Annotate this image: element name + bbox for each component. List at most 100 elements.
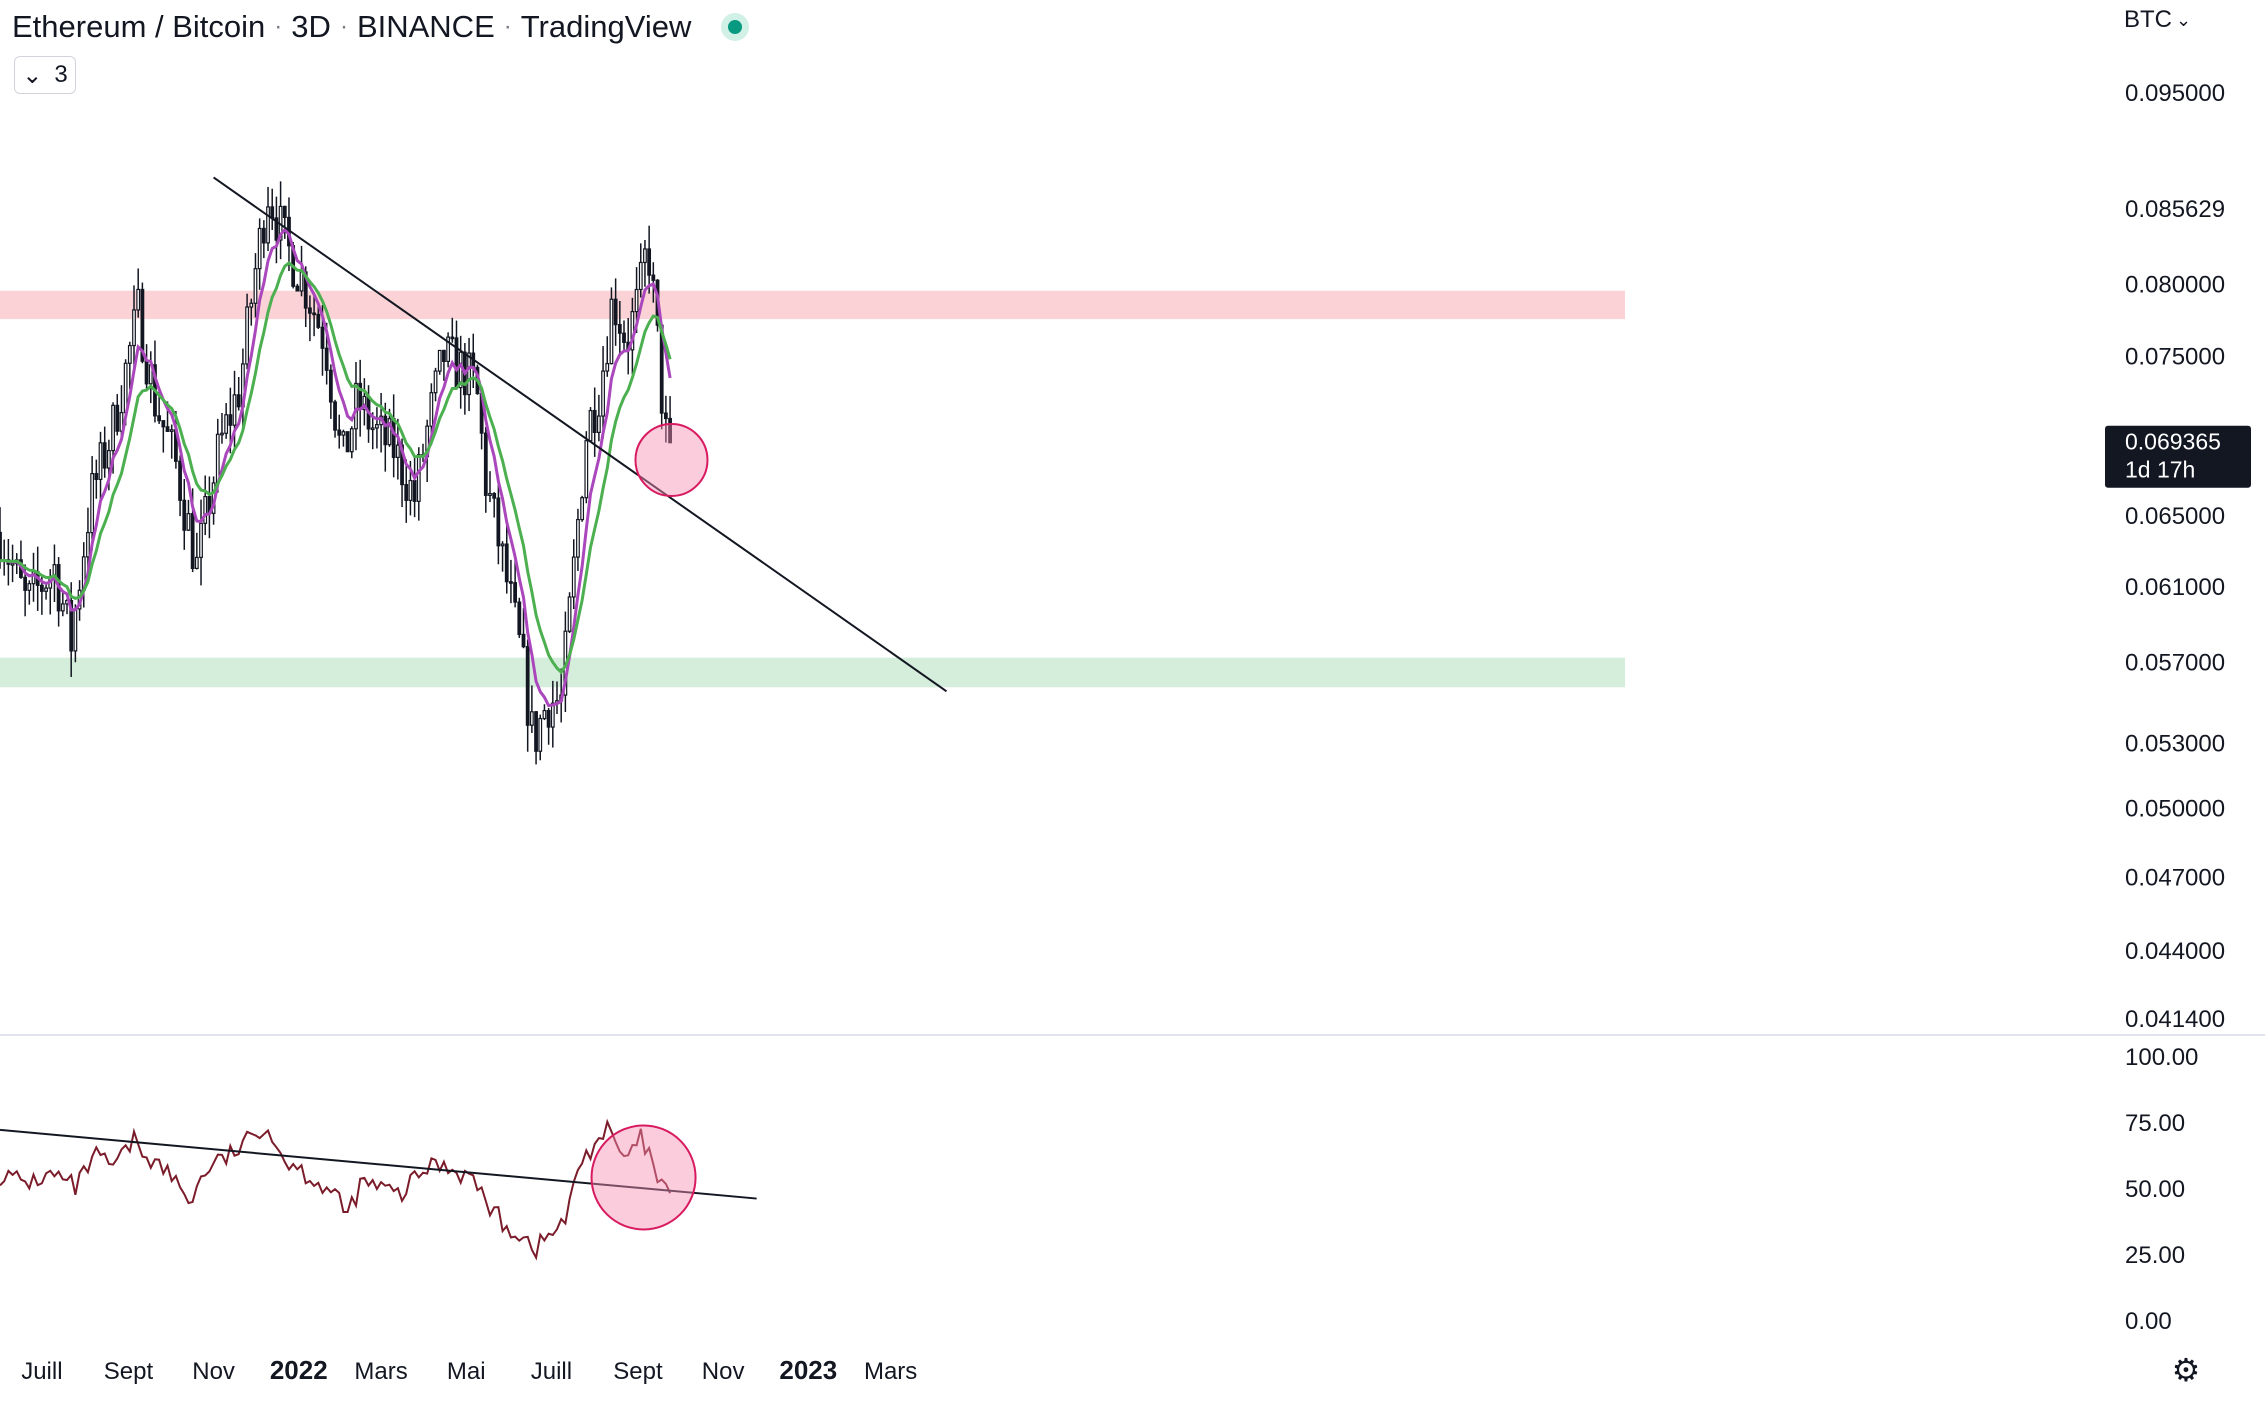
rsi-pane[interactable] bbox=[0, 1118, 757, 1261]
candle[interactable] bbox=[362, 378, 367, 426]
candle[interactable] bbox=[199, 499, 203, 586]
candle[interactable] bbox=[404, 459, 409, 523]
candle[interactable] bbox=[525, 639, 530, 752]
candle[interactable] bbox=[571, 539, 576, 610]
candle[interactable] bbox=[663, 395, 668, 443]
candle[interactable] bbox=[115, 394, 120, 436]
candle[interactable] bbox=[136, 268, 141, 318]
candle[interactable] bbox=[668, 396, 672, 444]
candle[interactable] bbox=[576, 508, 580, 571]
candle[interactable] bbox=[647, 225, 652, 294]
candle[interactable] bbox=[454, 320, 459, 389]
candle[interactable] bbox=[224, 403, 229, 439]
candle[interactable] bbox=[550, 680, 555, 748]
candle[interactable] bbox=[416, 447, 421, 521]
candle[interactable] bbox=[450, 317, 455, 343]
candle[interactable] bbox=[483, 426, 488, 513]
candle[interactable] bbox=[60, 592, 65, 617]
candle[interactable] bbox=[446, 332, 451, 368]
candle[interactable] bbox=[588, 407, 593, 443]
candle[interactable] bbox=[203, 475, 208, 536]
candle[interactable] bbox=[102, 426, 107, 478]
candle[interactable] bbox=[580, 495, 585, 522]
candle[interactable] bbox=[458, 335, 463, 409]
currency-button[interactable]: BTC ⌄ bbox=[2124, 6, 2191, 34]
candle[interactable] bbox=[567, 592, 572, 634]
candle[interactable] bbox=[433, 367, 438, 402]
candle[interactable] bbox=[169, 424, 174, 459]
candle[interactable] bbox=[383, 402, 388, 472]
candle[interactable] bbox=[613, 278, 618, 346]
candle[interactable] bbox=[178, 455, 182, 517]
price-pane[interactable] bbox=[0, 176, 1625, 765]
candle[interactable] bbox=[220, 412, 224, 444]
candle[interactable] bbox=[622, 320, 626, 351]
candle[interactable] bbox=[161, 420, 166, 453]
candle[interactable] bbox=[521, 608, 526, 649]
candle[interactable] bbox=[601, 346, 605, 439]
candle[interactable] bbox=[44, 583, 48, 600]
candle[interactable] bbox=[341, 429, 346, 447]
price-trendline[interactable] bbox=[213, 176, 948, 693]
candle[interactable] bbox=[98, 431, 103, 500]
candle[interactable] bbox=[19, 540, 23, 579]
candle[interactable] bbox=[308, 295, 312, 342]
symbol-title[interactable]: Ethereum / Bitcoin bbox=[12, 9, 266, 44]
candle[interactable] bbox=[56, 557, 61, 627]
rsi-trendline[interactable] bbox=[0, 1128, 757, 1200]
candle[interactable] bbox=[257, 218, 262, 290]
candle[interactable] bbox=[90, 456, 95, 551]
candle[interactable] bbox=[119, 385, 124, 438]
candle[interactable] bbox=[509, 559, 513, 604]
highlight-circle[interactable] bbox=[590, 1124, 697, 1231]
candle[interactable] bbox=[391, 394, 396, 478]
candle[interactable] bbox=[274, 196, 279, 264]
candle[interactable] bbox=[517, 597, 522, 638]
candle[interactable] bbox=[395, 418, 400, 480]
candle[interactable] bbox=[504, 521, 509, 594]
candle[interactable] bbox=[345, 431, 350, 453]
candle[interactable] bbox=[236, 377, 241, 411]
indicators-toggle-button[interactable]: ⌄ 3 bbox=[14, 56, 76, 94]
candle[interactable] bbox=[349, 426, 354, 459]
candle[interactable] bbox=[245, 293, 249, 370]
candle[interactable] bbox=[261, 220, 266, 259]
candle[interactable] bbox=[86, 507, 90, 570]
candle[interactable] bbox=[643, 239, 647, 287]
candle[interactable] bbox=[232, 370, 237, 452]
candle[interactable] bbox=[73, 604, 78, 663]
candle[interactable] bbox=[442, 349, 446, 381]
market-status-icon[interactable] bbox=[721, 13, 750, 41]
candle[interactable] bbox=[529, 685, 534, 733]
candle[interactable] bbox=[513, 559, 518, 608]
candle[interactable] bbox=[328, 364, 333, 419]
candle[interactable] bbox=[605, 336, 610, 377]
candle[interactable] bbox=[617, 300, 622, 357]
symbol-header[interactable]: Ethereum / Bitcoin · 3D · BINANCE · Trad… bbox=[12, 6, 750, 48]
candle[interactable] bbox=[194, 532, 199, 570]
candle[interactable] bbox=[337, 414, 342, 449]
candle[interactable] bbox=[538, 714, 543, 761]
candle[interactable] bbox=[144, 344, 149, 391]
candle[interactable] bbox=[467, 337, 471, 412]
candle[interactable] bbox=[651, 262, 656, 303]
candle[interactable] bbox=[132, 285, 136, 371]
candle[interactable] bbox=[127, 341, 132, 390]
gear-icon[interactable]: ⚙ bbox=[2171, 1352, 2201, 1388]
candle[interactable] bbox=[182, 479, 187, 550]
candle[interactable] bbox=[375, 407, 379, 449]
candle[interactable] bbox=[253, 253, 258, 318]
candle[interactable] bbox=[488, 471, 492, 503]
candle[interactable] bbox=[546, 707, 551, 745]
candle[interactable] bbox=[421, 443, 425, 462]
candle[interactable] bbox=[148, 351, 153, 404]
candle[interactable] bbox=[282, 205, 287, 239]
candle[interactable] bbox=[270, 188, 275, 230]
candle[interactable] bbox=[496, 476, 501, 565]
candle[interactable] bbox=[638, 243, 643, 298]
candle[interactable] bbox=[437, 349, 442, 375]
candle[interactable] bbox=[278, 181, 283, 260]
candle[interactable] bbox=[52, 544, 57, 602]
